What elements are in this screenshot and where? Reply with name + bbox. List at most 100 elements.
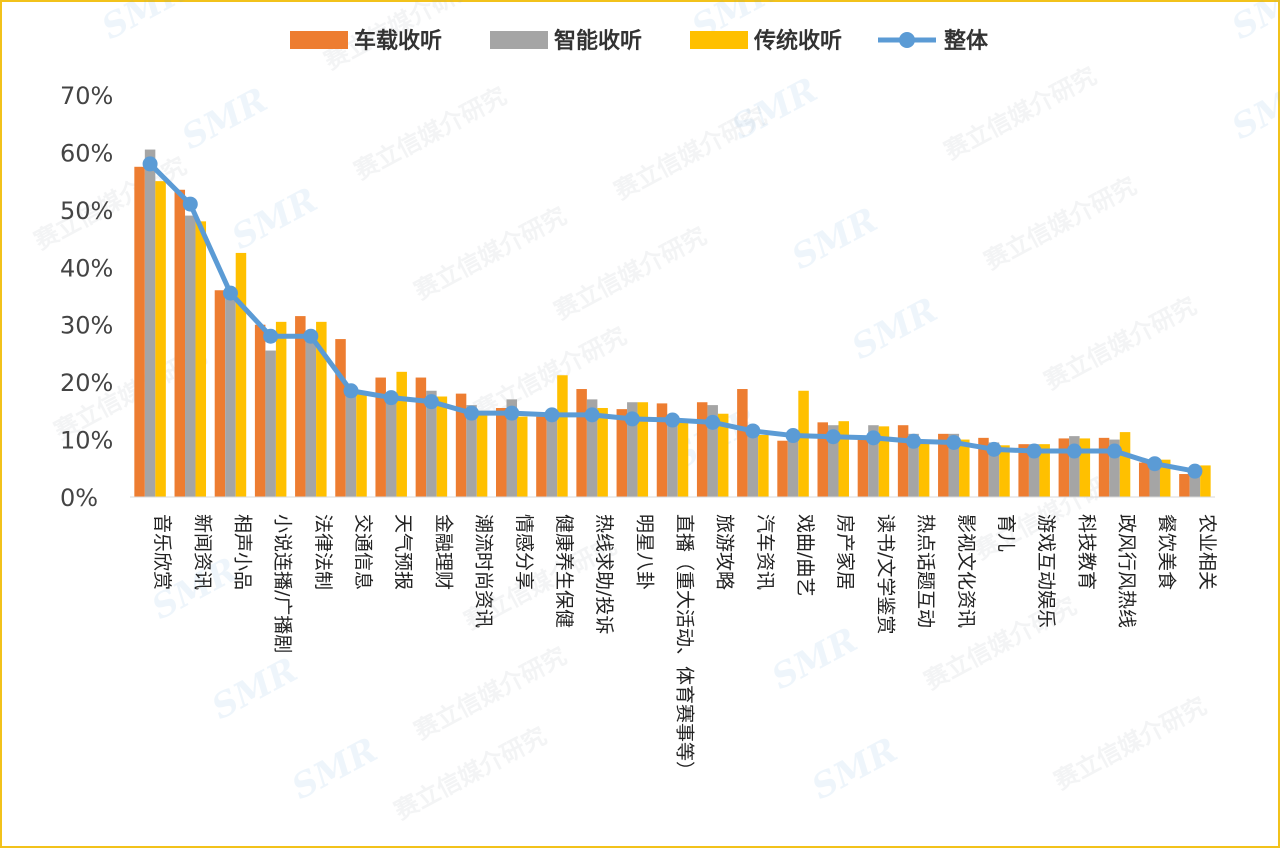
bar-2-5 [305,336,317,497]
watermark-logo: SMR [175,80,274,158]
bar-3-21 [959,439,970,497]
bar-1-26 [1138,462,1150,497]
y-tick-label: 0% [60,484,98,512]
legend-label-4: 整体 [944,28,989,54]
x-tick-label: 影视文化资讯 [955,514,977,628]
bar-2-25 [1109,439,1120,497]
bar-3-9 [476,410,488,497]
bar-1-10 [496,407,507,497]
overall-marker-5 [303,328,319,344]
overall-line [142,156,1203,479]
legend-line-marker [899,32,915,48]
y-tick-label: 20% [60,369,113,397]
x-tick-label: 直播（重大活动、体育赛事等） [674,514,696,780]
overall-marker-7 [383,390,399,406]
x-tick-label: 情感分享 [513,514,535,590]
bar-3-5 [316,321,327,497]
bar-3-8 [436,396,448,497]
bar-2-9 [466,405,477,497]
x-tick-label: 游戏互动娱乐 [1035,514,1057,628]
bar-1-13 [616,409,628,497]
legend-label-2: 智能收听 [554,28,642,54]
bar-2-21 [948,433,960,497]
overall-marker-12 [584,407,600,423]
x-tick-label: 法律法制 [312,514,334,590]
x-tick-label: 育儿 [995,514,1017,552]
watermark-logo: SMR [805,730,904,808]
watermark-text: 赛立信媒介研究 [979,172,1141,276]
legend-swatch-2 [490,31,548,49]
watermark-text: 赛立信媒介研究 [549,222,711,326]
legend: 车载收听 智能收听 传统收听 整体 [290,28,989,54]
bar-3-17 [798,390,809,497]
watermark-logo: SMR [1225,70,1280,148]
bar-1-1 [134,166,145,498]
bar-2-23 [1028,444,1040,497]
bar-2-19 [868,425,879,497]
bar-1-18 [817,422,828,497]
watermark-logo: SMR [1225,0,1280,48]
bar-3-7 [396,371,407,497]
bar-3-26 [1159,459,1171,497]
watermark-logo: SMR [95,0,194,48]
overall-marker-20 [906,433,922,449]
bar-3-4 [275,321,287,497]
bar-1-2 [174,189,186,497]
bar-2-15 [707,405,718,497]
bars [134,149,1211,498]
overall-marker-1 [142,156,158,172]
bar-2-24 [1069,436,1080,497]
x-tick-label: 热线求助/投诉 [593,514,615,634]
overall-marker-21 [946,434,962,450]
bar-2-6 [345,387,357,497]
legend-swatch-3 [690,31,748,49]
x-tick-label: 科技教育 [1075,514,1097,590]
y-tick-label: 30% [60,312,113,340]
bar-1-12 [576,389,587,497]
watermark-logo: SMR [845,290,944,368]
bar-1-24 [1058,438,1070,497]
y-tick-label: 10% [60,427,113,455]
bar-2-3 [225,287,236,497]
y-axis: 0% 10% 20% 30% 40% 50% 60% 70% [60,82,113,512]
bar-3-23 [1039,444,1050,497]
bar-3-10 [517,416,528,497]
bar-1-21 [938,433,949,497]
watermark-text: 赛立信媒介研究 [1049,692,1211,796]
x-tick-label: 汽车资讯 [754,514,776,590]
x-tick-label: 餐饮美食 [1156,514,1178,590]
bar-3-18 [838,421,849,497]
bar-2-13 [627,402,638,497]
overall-marker-3 [222,285,238,301]
x-tick-label: 戏曲/曲艺 [794,514,816,596]
bar-1-20 [897,425,909,497]
bar-2-27 [1189,468,1201,497]
overall-marker-15 [705,414,721,430]
overall-marker-9 [464,405,480,421]
bar-2-26 [1149,462,1160,497]
bar-2-12 [586,399,598,497]
x-axis: 音乐欣赏 新闻资讯 相声小品 小说连播/广播剧 法律法制 交通信息 天气预报 金融理财 潮流时尚… [130,496,1218,780]
bar-3-13 [637,402,649,497]
bar-3-15 [717,413,729,497]
bar-1-19 [857,437,869,497]
x-tick-label: 房产家居 [834,514,856,590]
overall-marker-18 [825,429,841,445]
watermark-logo: SMR [765,620,864,698]
x-tick-label: 天气预报 [392,514,414,590]
bar-3-25 [1119,432,1131,497]
watermark-text: 赛立信媒介研究 [939,62,1101,166]
x-tick-label: 健康养生保健 [553,514,575,628]
bar-2-16 [747,430,759,497]
bar-1-4 [254,324,266,497]
bar-3-3 [235,252,247,497]
overall-marker-16 [745,423,761,439]
legend-label-3: 传统收听 [753,28,842,54]
x-tick-label: 热点话题互动 [915,514,937,628]
bar-1-9 [455,393,467,497]
bar-1-8 [415,377,427,497]
bar-3-19 [878,426,890,497]
bar-1-22 [978,437,989,497]
x-tick-label: 交通信息 [352,514,374,590]
bar-3-6 [356,393,367,497]
